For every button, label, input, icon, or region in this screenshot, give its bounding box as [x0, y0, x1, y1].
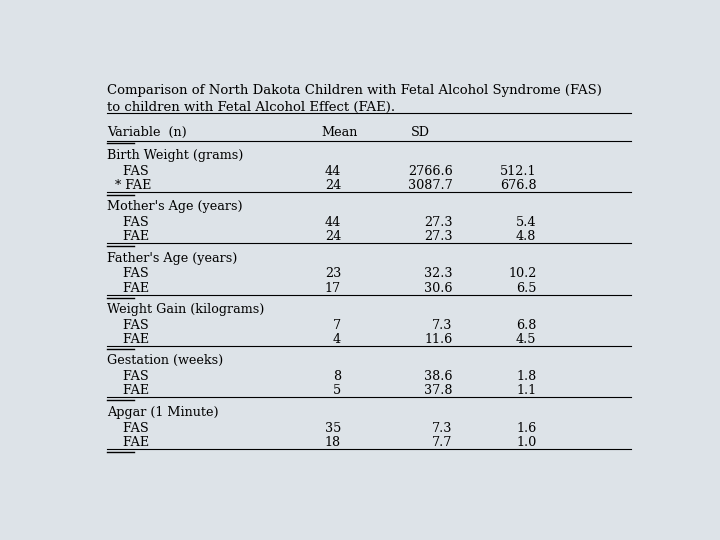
Text: 1.8: 1.8	[516, 370, 536, 383]
Text: 1.0: 1.0	[516, 436, 536, 449]
Text: 24: 24	[325, 230, 341, 243]
Text: 5.4: 5.4	[516, 216, 536, 229]
Text: 3087.7: 3087.7	[408, 179, 453, 192]
Text: FAS: FAS	[107, 319, 148, 332]
Text: FAS: FAS	[107, 267, 148, 280]
Text: FAE: FAE	[107, 333, 149, 346]
Text: 44: 44	[325, 216, 341, 229]
Text: 7.3: 7.3	[432, 422, 453, 435]
Text: FAE: FAE	[107, 384, 149, 397]
Text: 10.2: 10.2	[508, 267, 536, 280]
Text: FAS: FAS	[107, 165, 148, 178]
Text: 1.1: 1.1	[516, 384, 536, 397]
Text: 37.8: 37.8	[424, 384, 453, 397]
Text: 44: 44	[325, 165, 341, 178]
Text: 35: 35	[325, 422, 341, 435]
Text: 7.3: 7.3	[432, 319, 453, 332]
Text: 512.1: 512.1	[500, 165, 536, 178]
Text: 6.8: 6.8	[516, 319, 536, 332]
Text: 38.6: 38.6	[424, 370, 453, 383]
Text: Comparison of North Dakota Children with Fetal Alcohol Syndrome (FAS)
to childre: Comparison of North Dakota Children with…	[107, 84, 602, 113]
Text: 5: 5	[333, 384, 341, 397]
Text: FAE: FAE	[107, 230, 149, 243]
Text: 11.6: 11.6	[425, 333, 453, 346]
Text: Variable  (n): Variable (n)	[107, 126, 186, 139]
Text: Gestation (weeks): Gestation (weeks)	[107, 354, 223, 367]
Text: 4.8: 4.8	[516, 230, 536, 243]
Text: Father's Age (years): Father's Age (years)	[107, 252, 237, 265]
Text: SD: SD	[411, 126, 430, 139]
Text: Birth Weight (grams): Birth Weight (grams)	[107, 149, 243, 162]
Text: 23: 23	[325, 267, 341, 280]
Text: 4.5: 4.5	[516, 333, 536, 346]
Text: Weight Gain (kilograms): Weight Gain (kilograms)	[107, 303, 264, 316]
Text: 27.3: 27.3	[424, 230, 453, 243]
Text: * FAE: * FAE	[107, 179, 151, 192]
Text: 30.6: 30.6	[424, 281, 453, 294]
Text: 2766.6: 2766.6	[408, 165, 453, 178]
Text: 7.7: 7.7	[432, 436, 453, 449]
Text: FAS: FAS	[107, 422, 148, 435]
Text: Apgar (1 Minute): Apgar (1 Minute)	[107, 406, 218, 419]
Text: 32.3: 32.3	[424, 267, 453, 280]
Text: 1.6: 1.6	[516, 422, 536, 435]
Text: FAE: FAE	[107, 436, 149, 449]
Text: FAS: FAS	[107, 216, 148, 229]
Text: 7: 7	[333, 319, 341, 332]
Text: 18: 18	[325, 436, 341, 449]
Text: 24: 24	[325, 179, 341, 192]
Text: 676.8: 676.8	[500, 179, 536, 192]
Text: FAE: FAE	[107, 281, 149, 294]
Text: 6.5: 6.5	[516, 281, 536, 294]
Text: 8: 8	[333, 370, 341, 383]
Text: 17: 17	[325, 281, 341, 294]
Text: Mean: Mean	[322, 126, 358, 139]
Text: Mother's Age (years): Mother's Age (years)	[107, 200, 243, 213]
Text: FAS: FAS	[107, 370, 148, 383]
Text: 27.3: 27.3	[424, 216, 453, 229]
Text: 4: 4	[333, 333, 341, 346]
